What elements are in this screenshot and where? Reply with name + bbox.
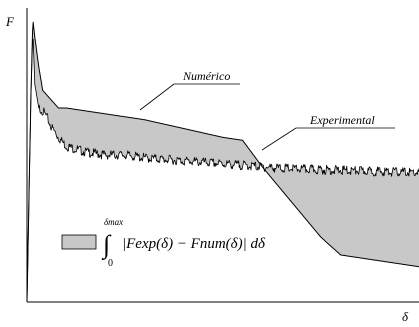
legend-integral-sign: ∫ — [101, 230, 112, 260]
numerico-label: Numérico — [182, 69, 230, 83]
legend-integral-lower: 0 — [108, 258, 113, 269]
legend-expression: |Fexp(δ) − Fnum(δ)| dδ — [122, 236, 266, 252]
y-axis-label: F — [5, 14, 15, 29]
x-axis-label: δ — [402, 309, 409, 324]
difference-area-layer — [27, 22, 419, 303]
legend-integral-upper: δmax — [104, 217, 123, 227]
numerico-leader-line — [139, 83, 175, 111]
numerico-series-line — [26, 21, 419, 303]
difference-area — [27, 22, 419, 303]
experimental-series-line — [26, 38, 419, 303]
experimental-leader-line — [261, 127, 297, 151]
series-layer — [26, 21, 419, 303]
legend: δmax ∫ 0 |Fexp(δ) − Fnum(δ)| dδ — [61, 217, 266, 269]
legend-swatch — [61, 234, 97, 250]
experimental-label: Experimental — [309, 113, 375, 127]
